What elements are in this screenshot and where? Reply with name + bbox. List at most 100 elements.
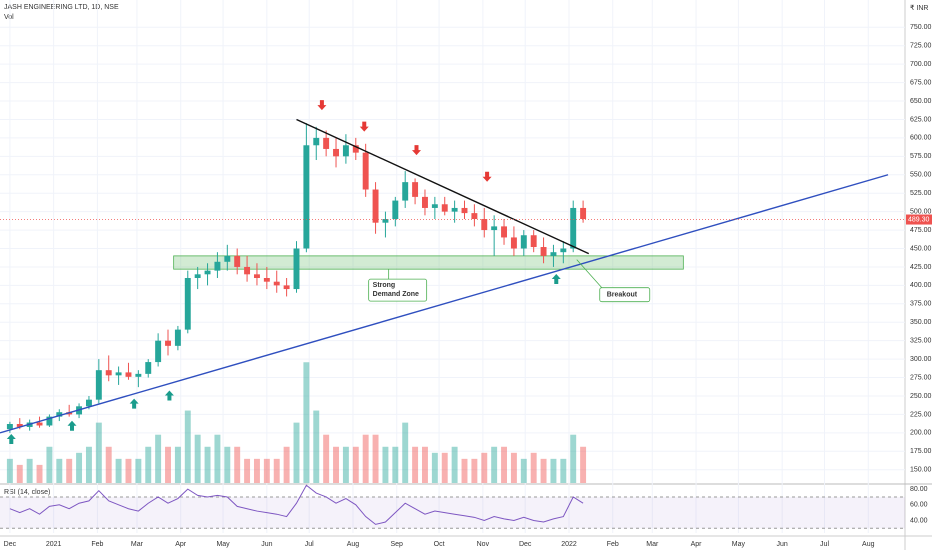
x-tick-label: Nov	[477, 541, 490, 548]
candle-body	[105, 370, 112, 376]
volume-bar	[145, 446, 152, 483]
candle-body	[273, 281, 280, 286]
arrow	[411, 145, 421, 156]
volume-bar	[540, 458, 547, 483]
volume-bar	[441, 452, 448, 483]
rsi-tick-label: 40.00	[910, 517, 928, 524]
candle-body	[382, 219, 389, 223]
x-tick-label: Aug	[862, 541, 875, 548]
volume-label: Vol	[4, 14, 14, 21]
volume-bar	[253, 458, 260, 483]
volume-bar	[244, 458, 251, 483]
volume-bar	[283, 446, 290, 483]
candle-body	[224, 255, 231, 262]
candle-body	[244, 266, 251, 275]
arrow	[359, 121, 369, 132]
volume-bar	[263, 458, 270, 483]
volume-bar	[234, 446, 241, 483]
volume-bar	[501, 446, 507, 483]
candle-body	[323, 137, 330, 149]
candle-body	[372, 189, 379, 223]
volume-bar	[214, 434, 221, 483]
candle-body	[303, 145, 310, 249]
y-tick-label: 550.00	[910, 172, 932, 179]
rsi-band	[0, 496, 905, 529]
y-tick-label: 175.00	[910, 448, 932, 455]
rsi-label: RSI (14, close)	[4, 489, 50, 496]
rsi-tick-label: 60.00	[910, 502, 928, 509]
demand-zone	[173, 255, 684, 270]
volume-bar	[76, 452, 83, 483]
volume-bar	[66, 458, 73, 483]
candle-body	[95, 370, 102, 400]
arrow	[164, 390, 174, 401]
y-tick-label: 375.00	[910, 301, 932, 308]
y-tick-label: 600.00	[910, 135, 932, 142]
volume-bar	[560, 458, 567, 483]
volume-bar	[323, 434, 330, 483]
candle-body	[560, 248, 567, 253]
candle-body	[471, 213, 478, 220]
candle-body	[431, 204, 438, 208]
volume-bar	[342, 446, 349, 483]
volume-bar	[155, 434, 162, 483]
y-tick-label: 350.00	[910, 319, 932, 326]
volume-bar	[56, 458, 63, 483]
candle-body	[422, 196, 428, 208]
candle-body	[194, 274, 201, 279]
candle-body	[501, 226, 507, 238]
volume-bar	[491, 446, 498, 483]
volume-bar	[293, 422, 300, 483]
volume-bar	[184, 410, 191, 483]
candle-body	[253, 274, 260, 279]
volume-bar	[273, 458, 280, 483]
last-price-tag	[906, 214, 932, 225]
volume-bar	[412, 446, 419, 483]
x-tick-label: Jun	[777, 541, 788, 548]
candle-body	[204, 270, 211, 275]
candle-body	[6, 424, 13, 430]
callout-connector	[576, 259, 603, 288]
volume-bar	[570, 434, 577, 483]
volume-bar	[95, 422, 102, 483]
rsi-line	[9, 484, 584, 525]
y-tick-label: 725.00	[910, 43, 932, 50]
x-tick-label: Feb	[607, 541, 619, 548]
trend-line	[296, 118, 590, 255]
volume-bar	[105, 446, 112, 483]
candle-body	[263, 278, 270, 282]
candle-body	[392, 200, 399, 220]
volume-bar	[125, 458, 132, 483]
y-tick-label: 200.00	[910, 430, 932, 437]
x-tick-label: Mar	[646, 541, 659, 548]
y-tick-label: 500.00	[910, 208, 932, 215]
candle-body	[125, 372, 132, 377]
volume-bar	[6, 458, 13, 483]
volume-bar	[26, 458, 33, 483]
x-tick-label: Mar	[131, 541, 144, 548]
x-tick-label: Apr	[175, 541, 187, 548]
x-tick-label: 2022	[561, 541, 577, 548]
volume-bar	[135, 458, 142, 483]
y-tick-label: 625.00	[910, 116, 932, 123]
x-tick-label: Jun	[261, 541, 272, 548]
volume-bar	[382, 446, 389, 483]
candle-body	[36, 422, 43, 426]
candle-body	[451, 207, 458, 212]
arrow	[129, 398, 139, 409]
candle-body	[115, 372, 122, 376]
y-tick-label: 425.00	[910, 264, 932, 271]
x-tick-label: May	[216, 541, 230, 548]
volume-bar	[451, 446, 458, 483]
candle-body	[293, 248, 300, 290]
volume-bar	[392, 446, 399, 483]
volume-bar	[520, 458, 527, 483]
volume-bar	[46, 446, 53, 483]
volume-bar	[85, 446, 92, 483]
arrow	[482, 171, 492, 182]
y-tick-label: 325.00	[910, 338, 932, 345]
candle-body	[85, 399, 92, 407]
candle-body	[580, 207, 587, 220]
volume-bar	[224, 446, 231, 483]
